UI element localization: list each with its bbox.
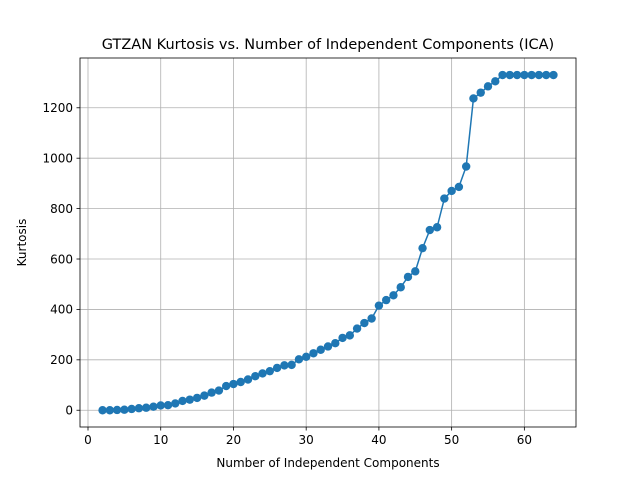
data-point — [396, 283, 405, 292]
y-tick-label: 1200 — [42, 101, 73, 115]
data-point — [163, 400, 173, 410]
y-tick-label: 0 — [65, 404, 73, 418]
data-point — [134, 404, 144, 413]
y-tick-label: 200 — [50, 353, 73, 367]
data-point — [301, 352, 311, 362]
data-point — [316, 345, 325, 354]
data-point — [171, 399, 180, 408]
data-point — [476, 88, 485, 97]
data-point — [498, 70, 507, 80]
x-tick-label: 40 — [371, 433, 386, 447]
data-point — [200, 391, 209, 400]
data-point — [236, 377, 245, 387]
grid — [80, 58, 576, 427]
data-point — [360, 318, 369, 328]
data-point — [411, 267, 420, 276]
data-point — [141, 403, 151, 412]
data-point — [520, 70, 529, 80]
data-point — [440, 194, 449, 203]
data-point — [251, 372, 260, 381]
data-point — [461, 162, 471, 171]
data-point — [258, 369, 267, 378]
data-point — [541, 70, 551, 80]
data-point — [432, 223, 442, 232]
data-point — [483, 82, 493, 91]
data-point — [469, 94, 478, 103]
data-point — [156, 401, 165, 410]
data-point — [120, 405, 129, 414]
data-point — [549, 70, 558, 80]
y-tick-label: 400 — [50, 303, 73, 317]
data-point — [185, 395, 195, 404]
data-point — [98, 406, 107, 415]
data-point — [207, 388, 216, 397]
y-tick-label: 600 — [50, 252, 73, 266]
data-point — [309, 349, 318, 358]
data-point — [178, 396, 187, 406]
data-point — [447, 186, 456, 196]
data-point — [345, 331, 355, 340]
data-point — [425, 225, 435, 235]
data-point — [403, 272, 413, 282]
data-point — [323, 342, 333, 351]
data-point — [149, 402, 158, 411]
data-point — [374, 301, 384, 310]
data-point — [352, 324, 362, 333]
y-tick-label: 1000 — [42, 151, 73, 165]
data-point — [105, 406, 115, 415]
data-point — [221, 381, 231, 391]
data-point — [505, 70, 515, 80]
chart-title: GTZAN Kurtosis vs. Number of Independent… — [102, 37, 554, 53]
x-tick-label: 30 — [299, 433, 314, 447]
data-point — [112, 405, 122, 415]
y-tick-label: 800 — [50, 202, 73, 216]
data-point — [491, 77, 500, 86]
data-point — [265, 366, 275, 376]
data-point — [127, 404, 136, 414]
data-point — [287, 360, 296, 370]
data-point — [418, 243, 427, 253]
data-point — [280, 361, 289, 370]
data-point — [272, 363, 282, 373]
data-point — [381, 295, 391, 305]
data-point — [367, 314, 376, 323]
y-axis-label: Kurtosis — [15, 219, 29, 267]
data-point — [512, 70, 522, 80]
data-point — [192, 393, 202, 403]
data-point — [229, 379, 238, 389]
data-series — [98, 70, 558, 415]
x-tick-label: 50 — [444, 433, 459, 447]
data-point — [243, 375, 253, 384]
x-tick-label: 10 — [153, 433, 168, 447]
axes-frame — [79, 57, 577, 428]
data-point — [534, 70, 544, 80]
data-point — [389, 291, 398, 300]
x-tick-label: 0 — [84, 433, 92, 447]
data-point — [454, 182, 464, 192]
x-axis-label: Number of Independent Components — [216, 456, 439, 470]
data-point — [294, 355, 304, 364]
data-point — [527, 70, 536, 80]
x-tick-label: 20 — [226, 433, 241, 447]
data-point — [338, 333, 347, 343]
data-point — [331, 338, 340, 348]
x-tick-label: 60 — [517, 433, 532, 447]
data-point — [214, 386, 224, 395]
